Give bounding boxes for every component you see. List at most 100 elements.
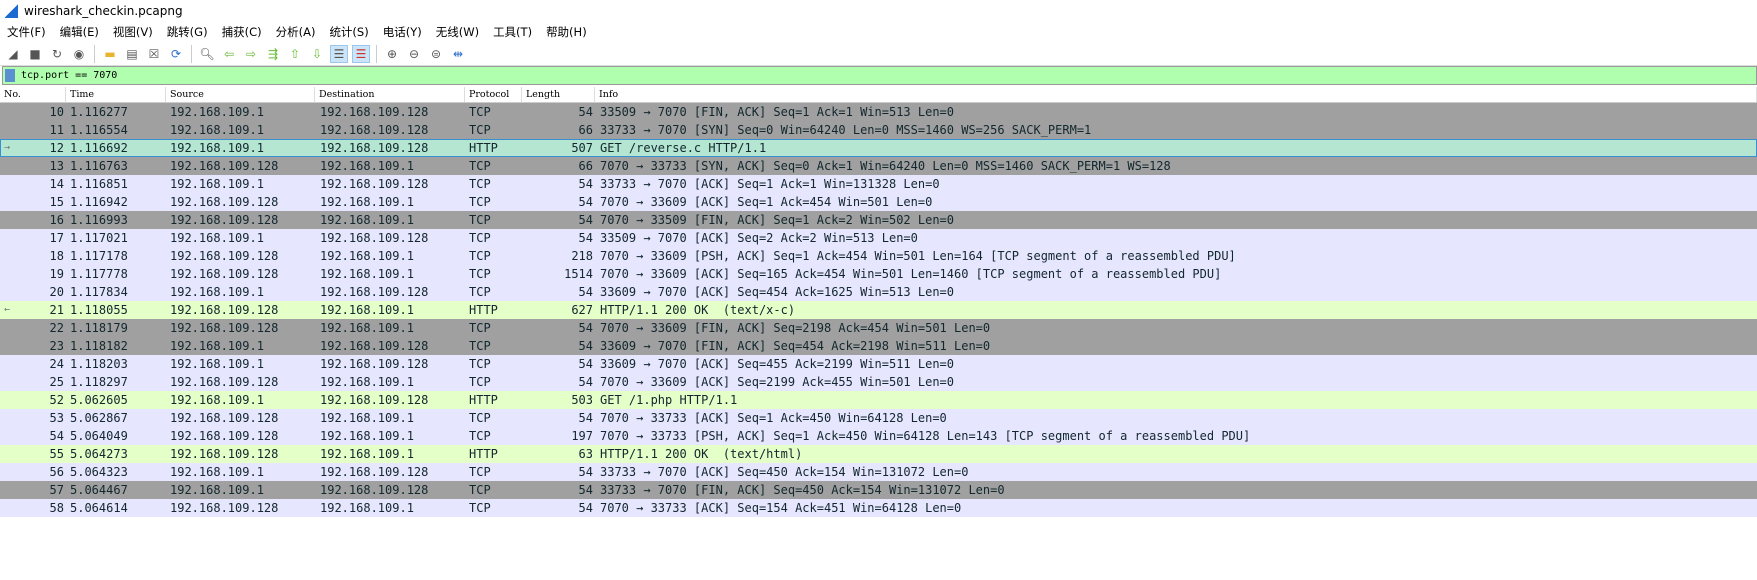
cell-proto: HTTP [469, 141, 498, 155]
cell-src: 192.168.109.1 [170, 285, 264, 299]
menu-item[interactable]: 电话(Y) [382, 25, 422, 39]
menu-item[interactable]: 文件(F) [7, 25, 46, 39]
table-row[interactable]: 25 1.118297 192.168.109.128 192.168.109.1 TC… [0, 373, 1757, 391]
table-row[interactable]: 20 1.117834 192.168.109.1 192.168.109.128 TC… [0, 283, 1757, 301]
zoom-reset-icon[interactable]: ⊜ [430, 46, 442, 61]
packet-list-header: No. Time Source Destination Protocol Len… [0, 87, 1757, 103]
cell-dst: 192.168.109.128 [320, 483, 429, 497]
table-row[interactable]: 52 5.062605 192.168.109.1 192.168.109.128 HT… [0, 391, 1757, 409]
open-file-icon[interactable]: ▬ [104, 46, 116, 61]
zoom-in-icon[interactable]: ⊕ [386, 46, 398, 61]
menu-item[interactable]: 跳转(G) [166, 25, 208, 39]
table-row[interactable]: 54 5.064049 192.168.109.128 192.168.109.1 TC… [0, 427, 1757, 445]
capture-options-icon[interactable]: ◉ [73, 46, 85, 61]
resize-columns-icon[interactable]: ⇹ [452, 46, 464, 61]
cell-info: 7070 → 33609 [ACK] Seq=2199 Ack=455 Win=… [600, 375, 955, 389]
start-capture-icon[interactable]: ◢ [8, 46, 18, 61]
table-row[interactable]: 58 5.064614 192.168.109.128 192.168.109.1 TC… [0, 499, 1757, 517]
cell-time: 1.116763 [70, 159, 128, 173]
cell-src: 192.168.109.128 [170, 249, 279, 263]
cell-info: 7070 → 33609 [ACK] Seq=1 Ack=454 Win=501… [600, 195, 933, 209]
column-length[interactable]: Length [522, 87, 595, 102]
colorize-icon[interactable]: ☰ [352, 44, 370, 63]
stop-capture-icon[interactable]: ■ [29, 46, 41, 61]
table-row[interactable]: 53 5.062867 192.168.109.128 192.168.109.1 TC… [0, 409, 1757, 427]
cell-time: 1.118179 [70, 321, 128, 335]
cell-src: 192.168.109.1 [170, 177, 264, 191]
column-destination[interactable]: Destination [315, 87, 465, 102]
column-no[interactable]: No. [0, 87, 66, 102]
cell-no: 10 [49, 105, 64, 119]
cell-len: 66 [578, 159, 593, 173]
cell-info: 7070 → 33509 [FIN, ACK] Seq=1 Ack=2 Win=… [600, 213, 955, 227]
menu-item[interactable]: 统计(S) [329, 25, 369, 39]
menu-item[interactable]: 编辑(E) [59, 25, 99, 39]
table-row[interactable]: 22 1.118179 192.168.109.128 192.168.109.1 TC… [0, 319, 1757, 337]
cell-info: 33609 → 7070 [ACK] Seq=454 Ack=1625 Win=… [600, 285, 955, 299]
display-filter-input[interactable]: tcp.port == 7070 [21, 70, 118, 81]
cell-no: 24 [49, 357, 64, 371]
cell-info: GET /1.php HTTP/1.1 [600, 393, 738, 407]
cell-time: 5.064273 [70, 447, 128, 461]
menu-item[interactable]: 无线(W) [435, 25, 480, 39]
first-packet-icon[interactable]: ⇧ [289, 46, 301, 61]
cell-no: 58 [49, 501, 64, 515]
menu-item[interactable]: 视图(V) [112, 25, 153, 39]
last-packet-icon[interactable]: ⇩ [311, 46, 323, 61]
cell-dst: 192.168.109.1 [320, 411, 414, 425]
table-row[interactable]: 55 5.064273 192.168.109.128 192.168.109.1 HT… [0, 445, 1757, 463]
table-row[interactable]: 24 1.118203 192.168.109.1 192.168.109.128 TC… [0, 355, 1757, 373]
cell-len: 54 [578, 339, 593, 353]
table-row[interactable]: → 12 1.116692 192.168.109.1 192.168.109.128 H… [0, 139, 1757, 157]
cell-len: 54 [578, 411, 593, 425]
column-source[interactable]: Source [166, 87, 315, 102]
close-file-icon[interactable]: ☒ [148, 46, 160, 61]
table-row[interactable]: 57 5.064467 192.168.109.1 192.168.109.128 TC… [0, 481, 1757, 499]
table-row[interactable]: 10 1.116277 192.168.109.1 192.168.109.128 TC… [0, 103, 1757, 121]
go-to-packet-icon[interactable]: ⇶ [267, 46, 279, 61]
zoom-out-icon[interactable]: ⊖ [408, 46, 420, 61]
menu-item[interactable]: 帮助(H) [546, 25, 587, 39]
cell-time: 1.116942 [70, 195, 128, 209]
table-row[interactable]: 23 1.118182 192.168.109.1 192.168.109.128 TC… [0, 337, 1757, 355]
cell-no: 16 [49, 213, 64, 227]
cell-proto: TCP [469, 213, 491, 227]
column-protocol[interactable]: Protocol [465, 87, 522, 102]
column-info[interactable]: Info [595, 87, 1757, 102]
table-row[interactable]: 19 1.117778 192.168.109.128 192.168.109.1 TC… [0, 265, 1757, 283]
menu-item[interactable]: 分析(A) [275, 25, 316, 39]
cell-dst: 192.168.109.128 [320, 105, 429, 119]
cell-len: 63 [578, 447, 593, 461]
cell-no: 15 [49, 195, 64, 209]
go-forward-icon[interactable]: ⇨ [245, 46, 257, 61]
table-row[interactable]: 18 1.117178 192.168.109.128 192.168.109.1 TC… [0, 247, 1757, 265]
cell-src: 192.168.109.128 [170, 429, 279, 443]
menu-bar: 文件(F) 编辑(E) 视图(V) 跳转(G) 捕获(C) 分析(A) 统计(S) 电话(Y)… [0, 22, 1757, 42]
cell-time: 1.117778 [70, 267, 128, 281]
bookmark-icon[interactable] [5, 69, 15, 82]
table-row[interactable]: 16 1.116993 192.168.109.128 192.168.109.1 TC… [0, 211, 1757, 229]
table-row[interactable]: 14 1.116851 192.168.109.1 192.168.109.128 TC… [0, 175, 1757, 193]
cell-proto: TCP [469, 267, 491, 281]
menu-item[interactable]: 工具(T) [493, 25, 533, 39]
cell-no: 23 [49, 339, 64, 353]
reload-file-icon[interactable]: ⟳ [170, 46, 182, 61]
cell-no: 12 [49, 141, 64, 155]
table-row[interactable]: 11 1.116554 192.168.109.1 192.168.109.128 TC… [0, 121, 1757, 139]
table-row[interactable]: 15 1.116942 192.168.109.128 192.168.109.1 TC… [0, 193, 1757, 211]
autoscroll-icon[interactable]: ☰ [330, 44, 348, 63]
display-filter-bar[interactable]: tcp.port == 7070 [2, 66, 1757, 85]
column-time[interactable]: Time [66, 87, 166, 102]
save-file-icon[interactable]: ▤ [126, 46, 138, 61]
menu-item[interactable]: 捕获(C) [221, 25, 262, 39]
go-back-icon[interactable]: ⇦ [223, 46, 235, 61]
table-row[interactable]: 13 1.116763 192.168.109.128 192.168.109.1 TC… [0, 157, 1757, 175]
table-row[interactable]: 56 5.064323 192.168.109.1 192.168.109.128 TC… [0, 463, 1757, 481]
table-row[interactable]: ← 21 1.118055 192.168.109.128 192.168.109.1 H… [0, 301, 1757, 319]
find-packet-icon[interactable]: 🔍︎ [199, 46, 215, 61]
request-arrow-icon: → [4, 142, 11, 153]
restart-capture-icon[interactable]: ↻ [51, 46, 63, 61]
cell-len: 54 [578, 231, 593, 245]
cell-no: 13 [49, 159, 64, 173]
table-row[interactable]: 17 1.117021 192.168.109.1 192.168.109.128 TC… [0, 229, 1757, 247]
